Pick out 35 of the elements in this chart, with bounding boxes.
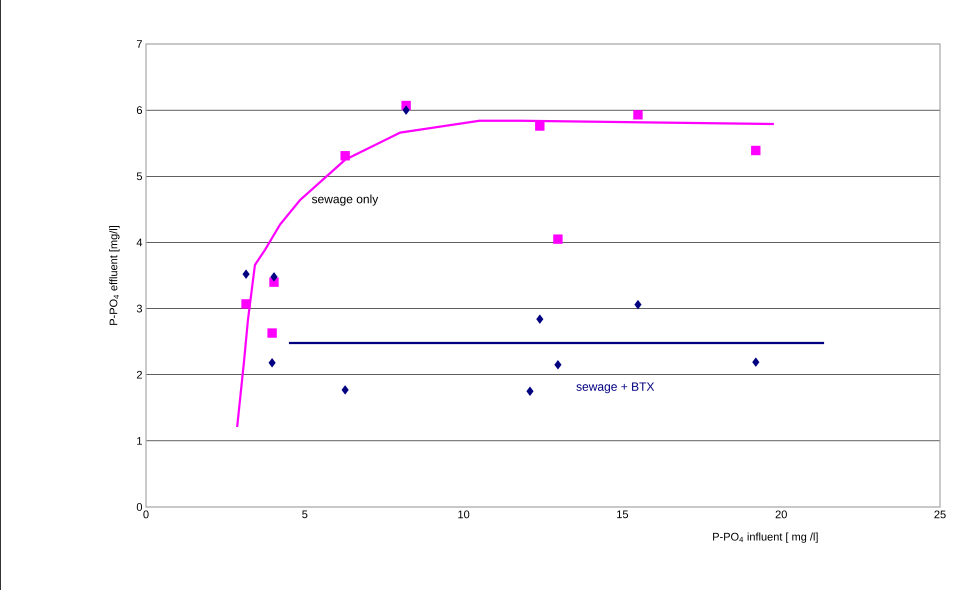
text: sewage + BTX [576,382,654,394]
point [752,357,760,367]
point [554,360,562,370]
point [342,385,349,395]
point [402,105,410,115]
y-axis-title: P-PO$_{4}$ effluent [mg/l] [109,226,120,325]
x-axis-title: P-PO$_{4}$ influent [ mg /l] [713,532,818,543]
point [536,314,544,324]
x-tick-label: 5 [302,510,308,518]
point [340,151,350,160]
point [553,234,563,244]
point [241,299,251,309]
x-tick-label: 0 [143,510,149,518]
y-tick-label: 0 [136,503,142,511]
x-tick-label: 10 [458,510,470,518]
x-tick-label: 15 [617,510,628,518]
series-label: sewage only [312,194,378,206]
y-tick-label: 6 [136,106,142,114]
y-tick-label: 3 [136,304,142,312]
y-tick-label: 2 [136,370,142,379]
point [634,300,642,310]
y-tick-label: 5 [136,172,142,180]
point [267,328,277,338]
point [242,269,250,279]
point [535,121,545,131]
point [751,146,760,156]
y-tick-label: 1 [137,437,142,445]
y-tick-label: 7 [136,40,142,48]
x-tick-label: 25 [934,510,946,518]
point [526,386,534,396]
point [270,272,278,282]
y-tick-label: 4 [136,238,142,246]
x-tick-label: 20 [776,510,787,518]
point [633,110,643,120]
point [268,358,276,368]
